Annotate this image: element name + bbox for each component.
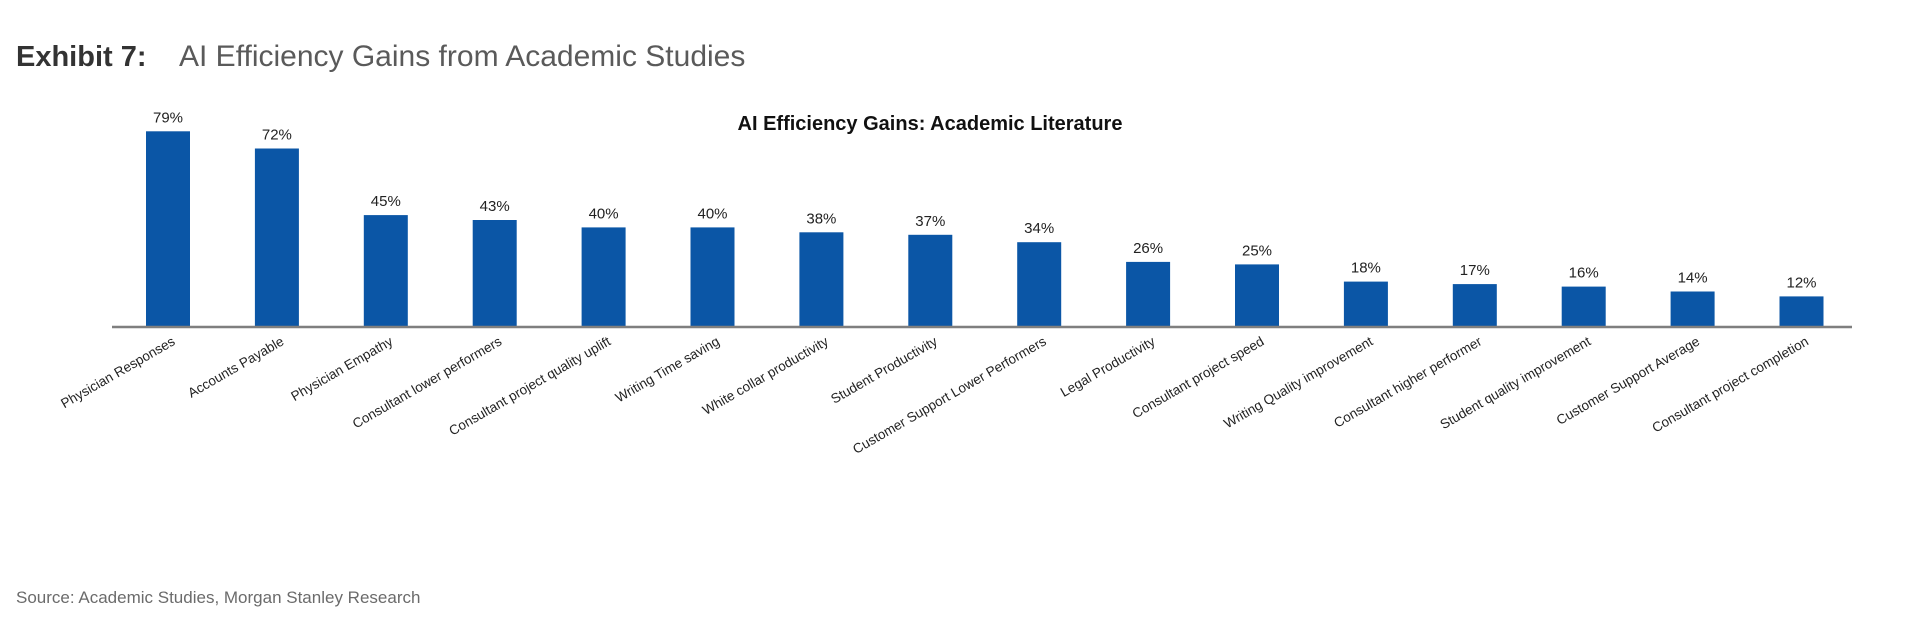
- bar-customer-support-lower-performers: [1017, 242, 1062, 326]
- data-label-physician-responses: 79%: [153, 109, 183, 126]
- data-labels-layer: 79% 72% 45% 43% 40% 40% 38% 37% 34% 26% 25% 18% 17% 1…: [153, 109, 1817, 291]
- bar-student-quality-improvement: [1561, 286, 1606, 326]
- data-label-writing-time-saving: 40%: [697, 205, 727, 222]
- bar-student-productivity: [908, 234, 953, 326]
- data-label-consultant-lower-performers: 43%: [480, 198, 510, 215]
- data-label-consultant-project-speed: 25%: [1242, 242, 1272, 259]
- data-label-physician-empathy: 45%: [371, 193, 401, 210]
- x-tick-label-accounts-payable: Accounts Payable: [185, 334, 286, 401]
- bar-consultant-higher-performer: [1452, 284, 1497, 326]
- source-note: Source: Academic Studies, Morgan Stanley…: [16, 588, 421, 607]
- bar-white-collar-productivity: [799, 232, 844, 326]
- x-tick-label-legal-productivity: Legal Productivity: [1058, 333, 1158, 399]
- data-label-accounts-payable: 72%: [262, 127, 292, 144]
- data-label-student-productivity: 37%: [915, 213, 945, 230]
- x-tick-labels-layer: Physician Responses Accounts Payable Physi…: [58, 333, 1811, 457]
- bar-accounts-payable: [254, 148, 299, 326]
- exhibit-label: Exhibit 7:: [16, 41, 147, 73]
- bar-consultant-lower-performers: [472, 220, 517, 326]
- exhibit-title: AI Efficiency Gains from Academic Studie…: [179, 40, 746, 73]
- exhibit-header: Exhibit 7: AI Efficiency Gains from Acade…: [16, 40, 745, 74]
- data-label-consultant-project-quality-uplift: 40%: [589, 205, 619, 222]
- data-label-legal-productivity: 26%: [1133, 240, 1163, 257]
- data-label-writing-quality-improvement: 18%: [1351, 260, 1381, 277]
- bar-legal-productivity: [1126, 261, 1171, 326]
- x-tick-label-writing-time-saving: Writing Time saving: [613, 334, 722, 406]
- bar-consultant-project-quality-uplift: [581, 227, 626, 326]
- data-label-customer-support-average: 14%: [1678, 270, 1708, 287]
- x-tick-label-customer-support-lower-performers: Customer Support Lower Performers: [850, 333, 1049, 456]
- bar-writing-time-saving: [690, 227, 735, 326]
- data-label-customer-support-lower-performers: 34%: [1024, 220, 1054, 237]
- x-tick-label-student-productivity: Student Productivity: [828, 333, 940, 406]
- bar-customer-support-average: [1670, 291, 1715, 326]
- data-label-consultant-project-completion: 12%: [1786, 274, 1816, 291]
- bar-consultant-project-completion: [1779, 296, 1824, 326]
- data-label-student-quality-improvement: 16%: [1569, 265, 1599, 282]
- x-tick-label-physician-responses: Physician Responses: [58, 333, 177, 411]
- chart-title: AI Efficiency Gains: Academic Literature: [738, 113, 1123, 135]
- data-label-consultant-higher-performer: 17%: [1460, 262, 1490, 279]
- bar-physician-responses: [146, 131, 190, 326]
- bars-layer: [146, 131, 1824, 326]
- bar-consultant-project-speed: [1235, 264, 1279, 326]
- data-label-white-collar-productivity: 38%: [806, 210, 836, 227]
- x-tick-label-physician-empathy: Physician Empathy: [288, 333, 395, 404]
- bar-writing-quality-improvement: [1343, 281, 1388, 326]
- bar-physician-empathy: [363, 215, 408, 326]
